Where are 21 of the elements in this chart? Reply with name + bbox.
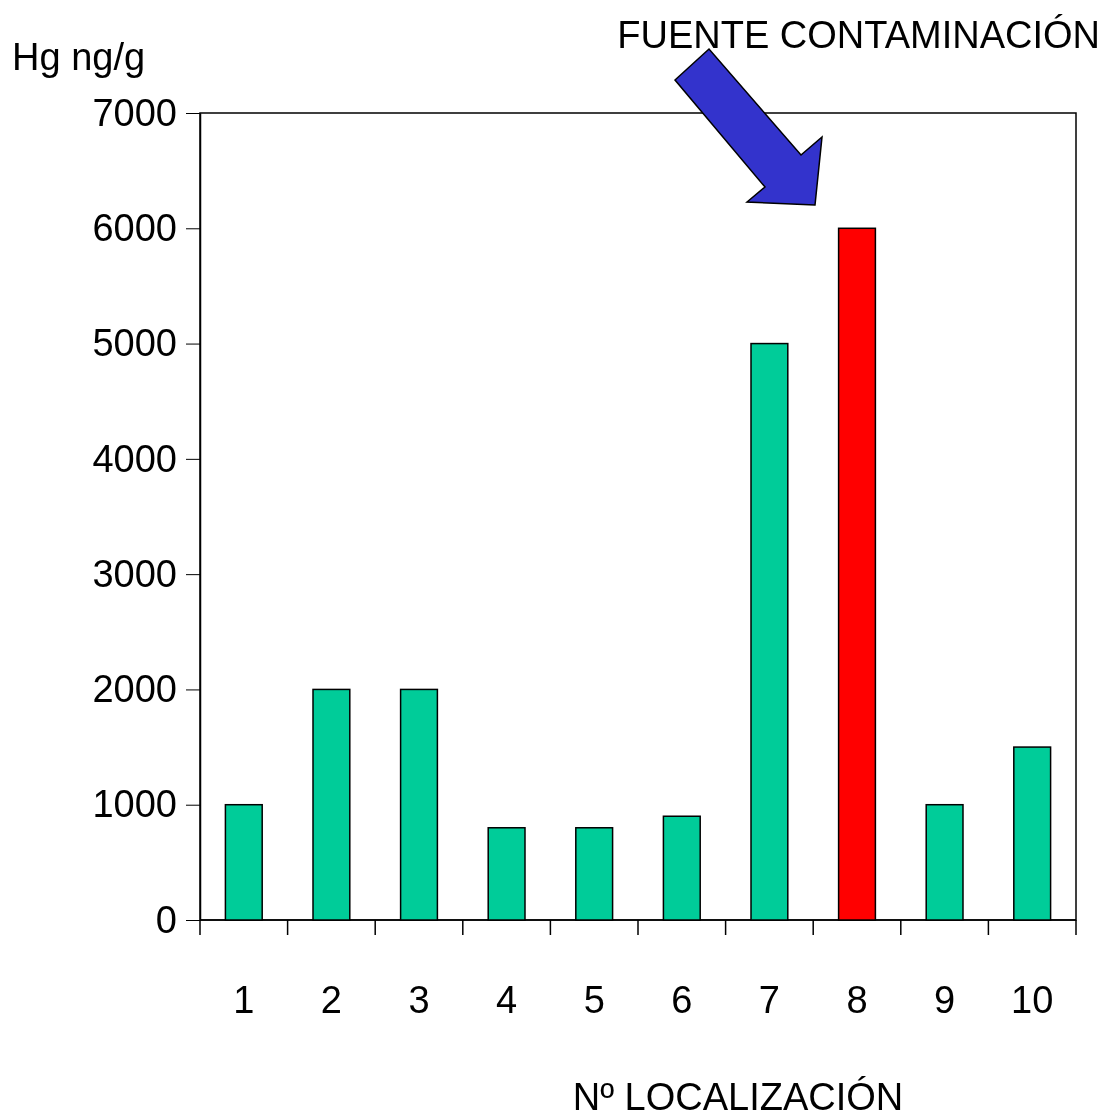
y-tick-label: 6000 [92, 206, 177, 249]
x-axis-title: Nº LOCALIZACIÓN [572, 1076, 904, 1115]
y-tick-label: 0 [155, 898, 177, 941]
x-tick-label: 4 [496, 979, 518, 1021]
y-tick-label: 5000 [92, 322, 177, 365]
x-tick-label: 8 [846, 979, 868, 1021]
y-tick-label: 4000 [92, 437, 177, 480]
x-tick-label: 1 [233, 979, 255, 1021]
y-tick-label: 7000 [92, 91, 177, 134]
x-tick-label: 7 [758, 979, 780, 1021]
x-tick-label: 2 [320, 979, 342, 1021]
y-tick-label: 1000 [92, 783, 177, 826]
y-tick-label: 3000 [92, 552, 177, 595]
x-tick-label: 6 [671, 979, 693, 1021]
x-tick-label: 9 [934, 979, 956, 1021]
x-tick-label: 5 [583, 979, 605, 1021]
x-tick-label: 3 [408, 979, 430, 1021]
x-tick-label: 10 [1011, 979, 1054, 1021]
y-axis-title: Hg ng/g [12, 36, 146, 78]
y-tick-label: 2000 [92, 668, 177, 711]
source-note: FUENTE CONTAMINACIÓN [617, 14, 1100, 56]
